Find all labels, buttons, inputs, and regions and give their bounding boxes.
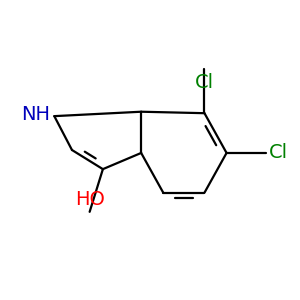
Text: NH: NH: [21, 105, 50, 124]
Text: Cl: Cl: [269, 143, 288, 162]
Text: HO: HO: [75, 190, 105, 209]
Text: Cl: Cl: [195, 74, 214, 92]
